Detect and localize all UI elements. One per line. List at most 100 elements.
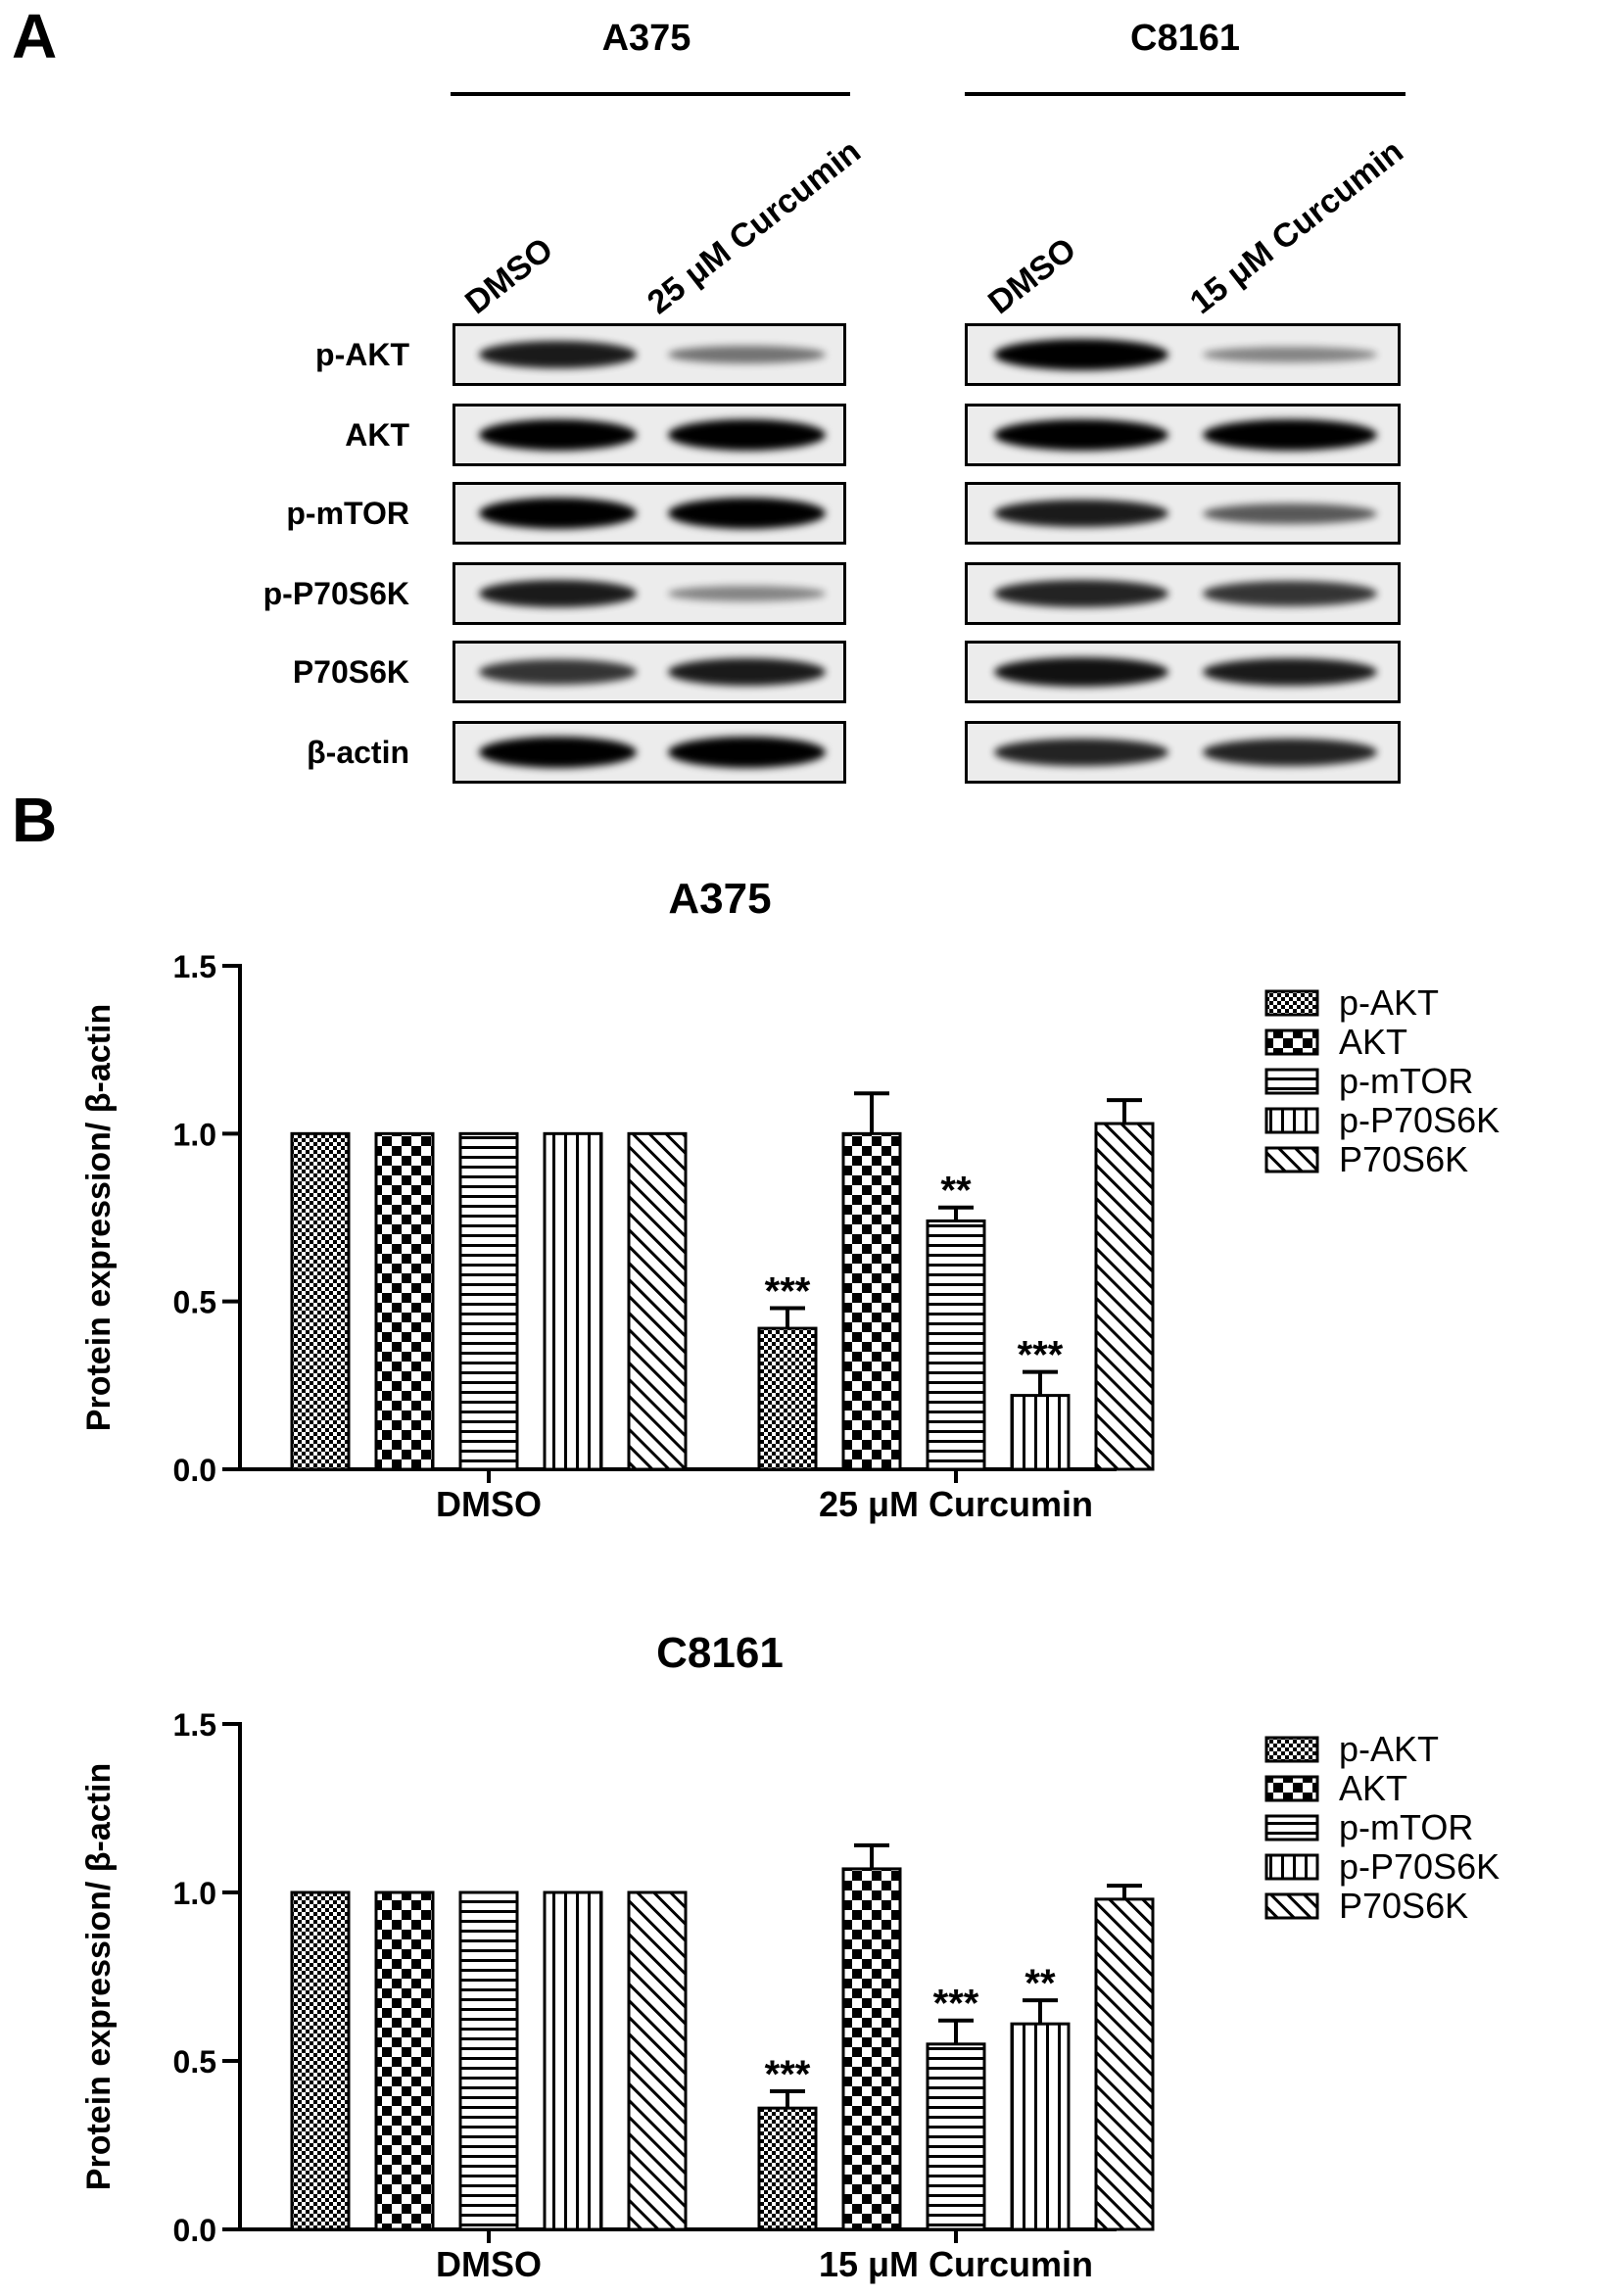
blot-band xyxy=(479,419,637,451)
bar xyxy=(458,1131,519,1471)
blot-band xyxy=(479,579,637,608)
blot-band xyxy=(479,498,637,529)
blot-strip-a375 xyxy=(453,404,846,466)
bar xyxy=(290,1131,351,1471)
bar xyxy=(458,1890,519,2231)
bar xyxy=(926,1219,986,1471)
bar xyxy=(1094,1897,1155,2231)
x-tick-label: 15 μM Curcumin xyxy=(819,2244,1093,2284)
blot-strip-a375 xyxy=(453,562,846,625)
blot-band xyxy=(668,498,826,529)
bar xyxy=(926,2042,986,2231)
y-axis-label: Protein expression/ β-actin xyxy=(80,1004,118,1431)
blot-strip-c8161 xyxy=(965,562,1401,625)
group-line-a375 xyxy=(451,92,850,96)
blot-band xyxy=(993,657,1168,687)
bar xyxy=(627,1131,688,1471)
blot-band xyxy=(668,419,826,451)
legend-label: p-AKT xyxy=(1339,982,1439,1023)
group-line-c8161 xyxy=(965,92,1406,96)
y-tick-label: 1.5 xyxy=(173,949,216,984)
chart-title: C8161 xyxy=(656,1629,784,1677)
lane-label-a375-dmso: DMSO xyxy=(457,230,560,322)
legend-label: p-mTOR xyxy=(1339,1061,1473,1101)
legend-label: P70S6K xyxy=(1339,1139,1468,1179)
legend-label: AKT xyxy=(1339,1022,1407,1062)
significance-label: *** xyxy=(765,2053,811,2096)
blot-band xyxy=(993,499,1168,528)
blot-strip-c8161 xyxy=(965,721,1401,784)
y-tick-label: 0.5 xyxy=(173,2044,216,2080)
bar xyxy=(841,1867,902,2231)
blot-band xyxy=(993,419,1168,451)
legend-swatch xyxy=(1264,1107,1319,1134)
blot-band xyxy=(479,340,637,369)
blot-strip-a375 xyxy=(453,482,846,545)
blot-row-label: β-actin xyxy=(307,735,409,770)
legend-label: P70S6K xyxy=(1339,1886,1468,1926)
blot-band xyxy=(1203,502,1378,524)
panel-a-label: A xyxy=(12,1,58,72)
bar xyxy=(543,1131,603,1471)
legend-swatch xyxy=(1264,1892,1319,1920)
legend-swatch xyxy=(1264,1814,1319,1842)
blot-band xyxy=(1203,657,1378,687)
y-tick-label: 0.0 xyxy=(173,2213,216,2248)
blot-row-label: p-P70S6K xyxy=(262,576,409,611)
legend-swatch xyxy=(1264,989,1319,1017)
blot-row-label: P70S6K xyxy=(292,654,409,690)
blot-band xyxy=(1203,419,1378,451)
blot-band xyxy=(1203,581,1378,606)
blot-row-label: p-AKT xyxy=(315,337,409,372)
legend-label: p-P70S6K xyxy=(1339,1846,1500,1887)
chart-title: A375 xyxy=(668,875,771,923)
lane-label-c8161-curcumin: 15 μM Curcumin xyxy=(1182,132,1410,322)
blot-strip-c8161 xyxy=(965,323,1401,386)
blot-row-label: p-mTOR xyxy=(286,496,409,531)
y-axis-label: Protein expression/ β-actin xyxy=(80,1763,118,2190)
group-title-a375: A375 xyxy=(601,18,691,59)
y-tick-label: 1.5 xyxy=(173,1707,216,1743)
blot-band xyxy=(993,339,1168,370)
panel-b-label: B xyxy=(12,785,58,855)
blot-strip-c8161 xyxy=(965,404,1401,466)
bar xyxy=(374,1131,435,1471)
group-title-c8161: C8161 xyxy=(1130,18,1240,59)
bar xyxy=(627,1890,688,2231)
significance-label: *** xyxy=(765,1270,811,1314)
y-tick-label: 0.5 xyxy=(173,1285,216,1320)
bar xyxy=(374,1890,435,2231)
chart-a375: A375 Protein expression/ β-actin 0.0 0.5 1.0… xyxy=(80,875,1500,1524)
y-tick-label: 1.0 xyxy=(173,1117,216,1152)
legend-swatch xyxy=(1264,1068,1319,1095)
legend-label: p-P70S6K xyxy=(1339,1100,1500,1140)
significance-label: ** xyxy=(940,1170,972,1213)
significance-label: ** xyxy=(1024,1962,1056,2005)
blot-strip-c8161 xyxy=(965,482,1401,545)
bar xyxy=(543,1890,603,2231)
bar xyxy=(290,1890,351,2231)
blot-band xyxy=(668,657,826,687)
legend-label: AKT xyxy=(1339,1768,1407,1808)
blot-band xyxy=(1203,739,1378,766)
bar xyxy=(1094,1122,1155,1471)
lane-label-c8161-dmso: DMSO xyxy=(980,230,1083,322)
significance-label: *** xyxy=(1018,1334,1064,1377)
blot-band xyxy=(993,739,1168,766)
y-tick-label: 0.0 xyxy=(173,1453,216,1488)
blot-band xyxy=(479,659,637,685)
blot-band xyxy=(1203,347,1378,362)
bar xyxy=(757,2106,818,2231)
legend-swatch xyxy=(1264,1028,1319,1056)
chart-c8161: C8161 Protein expression/ β-actin 0.0 0.5 1.… xyxy=(80,1629,1500,2284)
blot-strip-a375 xyxy=(453,721,846,784)
blot-band xyxy=(993,580,1168,607)
x-tick-label: 25 μM Curcumin xyxy=(819,1484,1093,1524)
bar xyxy=(1010,2022,1071,2231)
blot-row-label: AKT xyxy=(345,417,409,453)
x-tick-label: DMSO xyxy=(436,2244,542,2284)
lane-label-a375-curcumin: 25 μM Curcumin xyxy=(640,132,868,322)
x-tick-label: DMSO xyxy=(436,1484,542,1524)
blot-band xyxy=(668,346,826,363)
legend-swatch xyxy=(1264,1146,1319,1173)
